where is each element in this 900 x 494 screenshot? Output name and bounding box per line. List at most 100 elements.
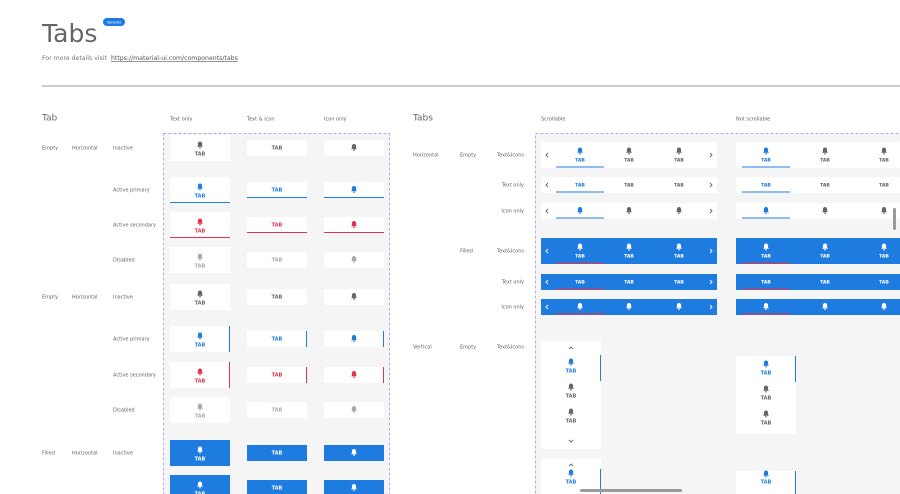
- bell-icon: [577, 147, 583, 153]
- tab-label: TAB: [674, 280, 684, 286]
- tab-label: TAB: [820, 158, 830, 164]
- tab-label: TAB: [195, 229, 206, 235]
- bell-clapper: [353, 376, 355, 379]
- tab-card: [247, 402, 307, 418]
- indicator: [306, 331, 307, 347]
- tab-label: TAB: [879, 183, 889, 189]
- chevron-icon: [709, 279, 713, 285]
- bell-icon: [197, 141, 203, 147]
- indicator: [556, 288, 604, 290]
- bell-clapper: [824, 248, 826, 251]
- column-header: Not scrollable: [736, 117, 770, 123]
- state-label: Disabled: [113, 408, 135, 414]
- bell-icon: [881, 243, 887, 249]
- bell-clapper: [353, 298, 355, 301]
- row-label: Empty: [460, 153, 476, 159]
- tab-label: TAB: [566, 369, 577, 375]
- tab-label: TAB: [272, 486, 283, 492]
- bell-clapper: [579, 248, 581, 251]
- row-label: Icon only: [501, 209, 524, 215]
- bell-icon: [626, 207, 632, 213]
- bell-clapper: [199, 408, 201, 411]
- tab-label: TAB: [195, 492, 206, 494]
- details-link[interactable]: https://material-ui.com/components/tabs: [111, 55, 238, 62]
- tab-label: TAB: [272, 223, 283, 229]
- indicator: [383, 331, 384, 347]
- section-title: Tab: [41, 114, 58, 124]
- row-label: Text&Icons: [496, 153, 524, 159]
- bell-icon: [881, 302, 887, 309]
- bell-icon: [351, 405, 357, 412]
- bell-clapper: [824, 308, 826, 311]
- state-label: Inactive: [113, 146, 133, 152]
- row-label: Icon only: [501, 305, 524, 311]
- bell-icon: [351, 370, 357, 377]
- bell-clapper: [678, 152, 680, 155]
- bell-icon: [197, 290, 203, 296]
- bell-icon: [626, 243, 632, 249]
- group-label: Horizontal: [72, 295, 98, 301]
- bell-icon: [881, 207, 887, 213]
- bell-clapper: [353, 489, 355, 492]
- bell-clapper: [570, 413, 572, 416]
- bell-clapper: [883, 152, 885, 155]
- bell-icon: [763, 385, 769, 391]
- tabs-card: [736, 299, 900, 315]
- bell-clapper: [628, 308, 630, 311]
- bell-clapper: [765, 475, 767, 478]
- tab-label: TAB: [674, 183, 684, 189]
- tab-label: TAB: [879, 280, 889, 286]
- bell-icon: [351, 221, 357, 227]
- tab-label: TAB: [566, 419, 577, 425]
- indicator: [742, 313, 790, 315]
- bell-icon: [763, 302, 769, 309]
- tab-label: TAB: [820, 280, 830, 286]
- bell-icon: [763, 410, 769, 416]
- bell-icon: [763, 207, 769, 213]
- tab-label: TAB: [195, 343, 206, 349]
- bell-clapper: [353, 411, 355, 414]
- group-label: Empty: [42, 295, 58, 301]
- tab-label: TAB: [624, 254, 634, 260]
- bell-icon: [568, 469, 574, 475]
- tab-label: TAB: [624, 158, 634, 164]
- scrollbar-vertical: [893, 208, 896, 230]
- bell-clapper: [199, 486, 201, 489]
- indicator: [742, 262, 790, 264]
- tab-label: TAB: [761, 480, 772, 486]
- tab-label: TAB: [761, 183, 771, 189]
- bell-clapper: [628, 248, 630, 251]
- state-label: Active secondary: [113, 373, 156, 379]
- bell-icon: [351, 483, 357, 490]
- tab-label: TAB: [761, 396, 772, 402]
- chevron-icon: [545, 279, 549, 285]
- indicator: [170, 237, 230, 238]
- tab-label: TAB: [761, 280, 771, 286]
- bell-clapper: [765, 415, 767, 418]
- tab-card: [247, 217, 307, 233]
- bell-icon: [568, 358, 574, 364]
- bell-clapper: [765, 365, 767, 368]
- indicator: [795, 356, 796, 382]
- bell-clapper: [765, 390, 767, 393]
- tab-card: [247, 252, 307, 268]
- bell-clapper: [765, 248, 767, 251]
- tabs-card: [541, 238, 717, 264]
- state-label: Active primary: [113, 188, 150, 194]
- indicator: [324, 232, 384, 233]
- bell-icon: [197, 253, 203, 259]
- row-label: Empty: [460, 345, 476, 351]
- bell-icon: [351, 449, 357, 455]
- tab-label: TAB: [624, 183, 634, 189]
- bell-icon: [351, 186, 357, 192]
- bell-icon: [763, 360, 769, 366]
- tab-label: TAB: [272, 188, 283, 194]
- bell-clapper: [570, 388, 572, 391]
- column-header: Scrollable: [541, 117, 565, 123]
- details-text: For more details visit: [42, 55, 108, 62]
- bell-icon: [822, 243, 828, 249]
- tab-label: TAB: [566, 480, 577, 486]
- row-label: Filled: [460, 249, 473, 255]
- chevron-icon: [709, 208, 713, 214]
